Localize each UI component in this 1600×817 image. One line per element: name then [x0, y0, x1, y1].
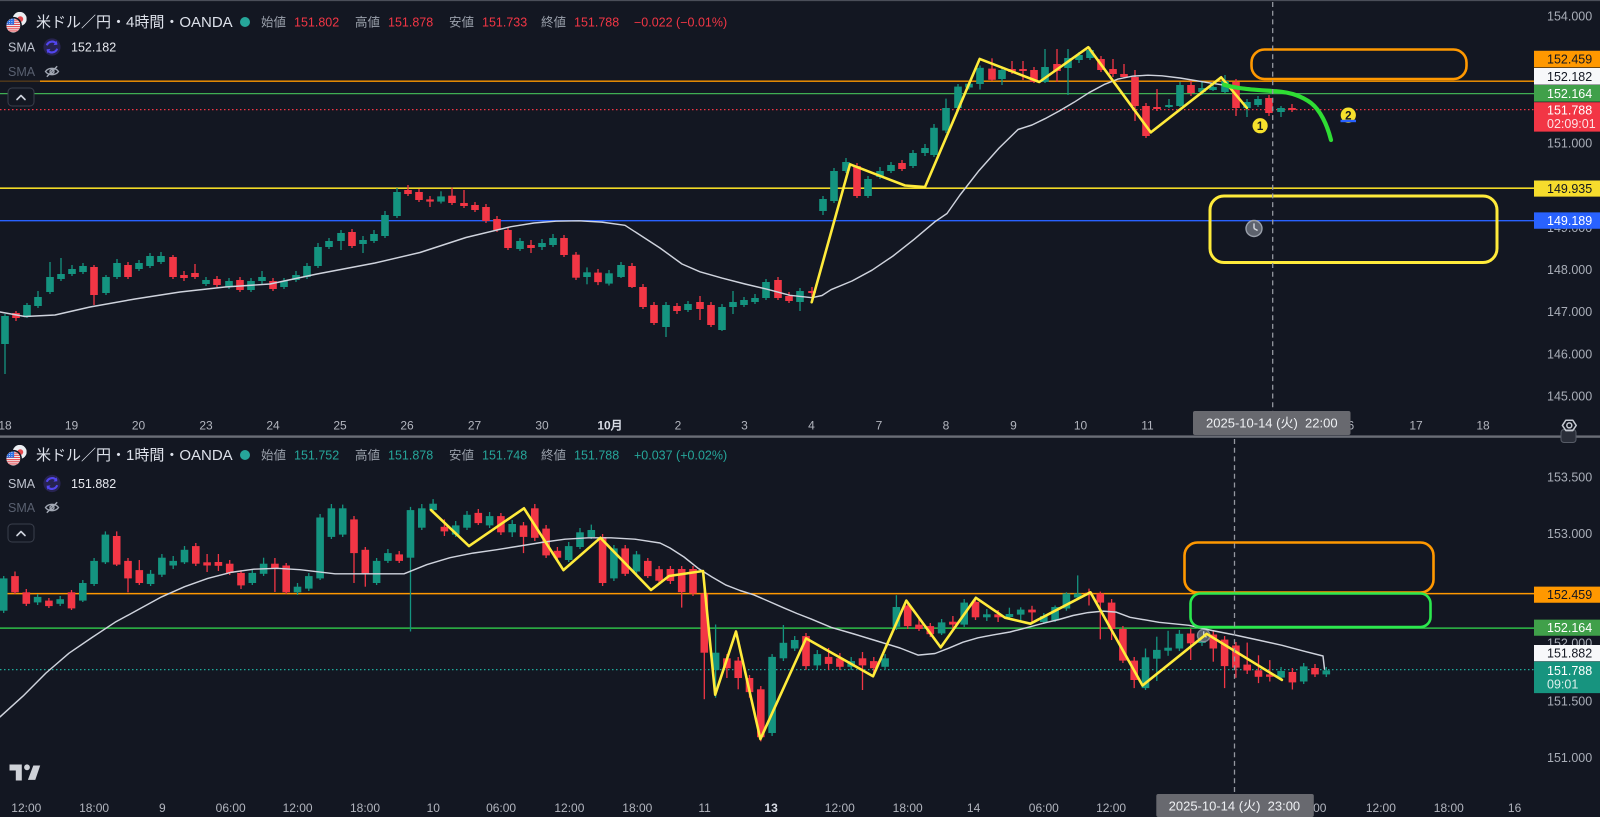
svg-text:安値: 安値 [449, 15, 474, 30]
svg-text:2025-10-14 (火) 23:00: 2025-10-14 (火) 23:00 [1169, 799, 1301, 814]
svg-text:9: 9 [159, 801, 166, 815]
svg-text:26: 26 [400, 419, 414, 433]
svg-text:2025-10-14 (火) 22:00: 2025-10-14 (火) 22:00 [1206, 416, 1338, 431]
svg-text:12:00: 12:00 [1096, 801, 1126, 815]
svg-text:+0.037 (+0.02%): +0.037 (+0.02%) [634, 449, 727, 463]
svg-text:152.459: 152.459 [1547, 588, 1592, 602]
svg-text:02:09:01: 02:09:01 [1547, 117, 1596, 131]
svg-text:19: 19 [65, 419, 79, 433]
svg-text:06:00: 06:00 [486, 801, 516, 815]
svg-text:151.000: 151.000 [1547, 137, 1592, 151]
svg-text:149.935: 149.935 [1547, 182, 1592, 196]
svg-text:16: 16 [1508, 801, 1522, 815]
svg-text:12:00: 12:00 [11, 801, 41, 815]
svg-text:7: 7 [876, 419, 883, 433]
svg-text:高値: 高値 [355, 448, 380, 463]
svg-text:152.182: 152.182 [71, 41, 116, 55]
svg-text:10月: 10月 [597, 419, 622, 433]
svg-text:2: 2 [675, 419, 682, 433]
svg-text:18:00: 18:00 [893, 801, 923, 815]
svg-text:10: 10 [1074, 419, 1088, 433]
svg-text:152.164: 152.164 [1547, 87, 1592, 101]
svg-text:高値: 高値 [355, 15, 380, 30]
svg-text:151.788: 151.788 [1547, 103, 1592, 117]
svg-text:151.878: 151.878 [388, 16, 433, 30]
svg-text:SMA: SMA [8, 501, 36, 515]
svg-text:3: 3 [741, 419, 748, 433]
svg-text:151.882: 151.882 [1547, 647, 1592, 661]
svg-text:−0.022 (−0.01%): −0.022 (−0.01%) [634, 16, 727, 30]
svg-text:13: 13 [764, 801, 778, 815]
svg-text:148.000: 148.000 [1547, 263, 1592, 277]
svg-text:始値: 始値 [261, 448, 286, 463]
svg-text:14: 14 [967, 801, 981, 815]
svg-text:18:00: 18:00 [350, 801, 380, 815]
svg-text:12:00: 12:00 [283, 801, 313, 815]
svg-text:25: 25 [333, 419, 347, 433]
svg-text:154.000: 154.000 [1547, 10, 1592, 24]
svg-text:151.882: 151.882 [71, 477, 116, 491]
svg-text:4: 4 [808, 419, 815, 433]
svg-text:始値: 始値 [261, 15, 286, 30]
svg-text:30: 30 [535, 419, 549, 433]
svg-text:18: 18 [0, 419, 12, 433]
svg-text:09:01: 09:01 [1547, 677, 1578, 691]
svg-text:145.000: 145.000 [1547, 390, 1592, 404]
svg-text:終値: 終値 [541, 15, 566, 30]
svg-text:27: 27 [468, 419, 482, 433]
svg-text:18:00: 18:00 [1434, 801, 1464, 815]
svg-text:11: 11 [698, 801, 711, 815]
svg-text:149.189: 149.189 [1547, 214, 1592, 228]
svg-text:SMA: SMA [8, 477, 36, 491]
svg-text:2: 2 [1345, 110, 1351, 122]
svg-text:米ドル／円・4時間・OANDA: 米ドル／円・4時間・OANDA [36, 14, 233, 31]
svg-text:米ドル／円・1時間・OANDA: 米ドル／円・1時間・OANDA [36, 447, 233, 464]
svg-text:安値: 安値 [449, 448, 474, 463]
svg-text:151.788: 151.788 [574, 16, 619, 30]
svg-text:20: 20 [132, 419, 146, 433]
svg-text:12:00: 12:00 [1366, 801, 1396, 815]
svg-text:00: 00 [1313, 801, 1327, 815]
svg-text:12:00: 12:00 [825, 801, 855, 815]
svg-text:152.459: 152.459 [1547, 53, 1592, 67]
svg-text:SMA: SMA [8, 41, 36, 55]
svg-text:151.748: 151.748 [482, 449, 527, 463]
svg-text:9: 9 [1010, 419, 1017, 433]
svg-text:18:00: 18:00 [622, 801, 652, 815]
svg-text:6: 6 [1347, 419, 1354, 433]
svg-text:146.000: 146.000 [1547, 347, 1592, 361]
svg-text:10: 10 [427, 801, 441, 815]
svg-text:151.752: 151.752 [294, 449, 339, 463]
svg-text:11: 11 [1141, 419, 1154, 433]
svg-text:1: 1 [1257, 121, 1264, 133]
svg-text:06:00: 06:00 [216, 801, 246, 815]
svg-text:8: 8 [943, 419, 950, 433]
svg-text:153.500: 153.500 [1547, 471, 1592, 485]
svg-text:23: 23 [199, 419, 213, 433]
svg-text:153.000: 153.000 [1547, 527, 1592, 541]
svg-text:151.733: 151.733 [482, 16, 527, 30]
svg-text:151.788: 151.788 [1547, 664, 1592, 678]
svg-text:151.788: 151.788 [574, 449, 619, 463]
svg-text:18: 18 [1476, 419, 1490, 433]
svg-text:SMA: SMA [8, 65, 36, 79]
svg-text:152.182: 152.182 [1547, 70, 1592, 84]
svg-text:151.500: 151.500 [1547, 695, 1592, 709]
svg-text:151.000: 151.000 [1547, 751, 1592, 765]
svg-text:18:00: 18:00 [79, 801, 109, 815]
svg-text:147.000: 147.000 [1547, 305, 1592, 319]
svg-text:終値: 終値 [541, 448, 566, 463]
svg-text:151.802: 151.802 [294, 16, 339, 30]
svg-text:24: 24 [266, 419, 280, 433]
svg-text:17: 17 [1409, 419, 1423, 433]
svg-text:151.878: 151.878 [388, 449, 433, 463]
svg-text:12:00: 12:00 [554, 801, 584, 815]
svg-text:06:00: 06:00 [1029, 801, 1059, 815]
svg-text:152.164: 152.164 [1547, 621, 1592, 635]
